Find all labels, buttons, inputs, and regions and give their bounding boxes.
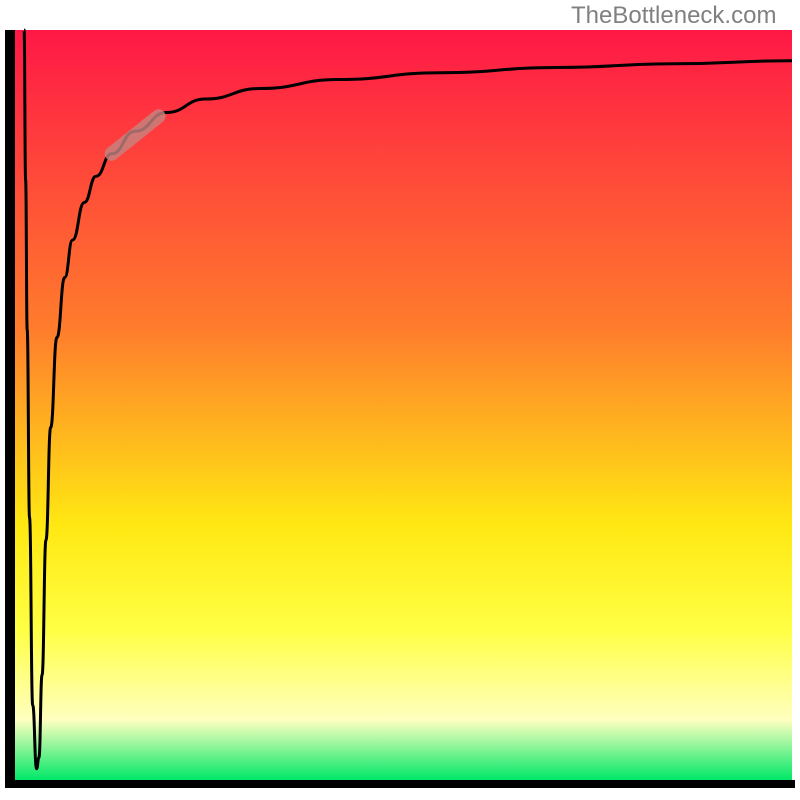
chart-wrapper: TheBottleneck.com <box>0 0 800 800</box>
bottleneck-chart <box>0 0 800 800</box>
x-axis <box>5 780 795 788</box>
y-axis <box>5 30 15 786</box>
watermark-text: TheBottleneck.com <box>571 2 776 30</box>
